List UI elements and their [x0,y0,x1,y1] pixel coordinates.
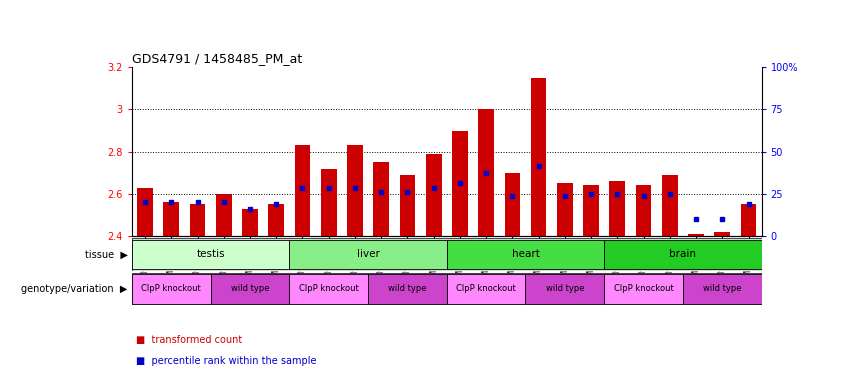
Text: ClpP knockout: ClpP knockout [614,285,673,293]
Bar [452,131,468,236]
Bar [216,194,231,236]
Bar [447,274,525,304]
Bar [268,205,284,236]
Bar [321,169,336,236]
Text: ClpP knockout: ClpP knockout [456,285,516,293]
Bar [526,274,604,304]
Text: GDS4791 / 1458485_PM_at: GDS4791 / 1458485_PM_at [132,51,302,65]
Bar [294,146,311,236]
Bar [714,232,730,236]
Bar [132,274,211,304]
Bar [137,188,153,236]
Text: ■  transformed count: ■ transformed count [136,335,243,345]
Bar [609,181,625,236]
Bar [583,185,599,236]
Text: ClpP knockout: ClpP knockout [141,285,201,293]
Bar [163,202,179,236]
Bar [478,109,494,236]
Bar [368,274,447,304]
Bar [289,274,368,304]
Bar [289,240,447,269]
Text: ClpP knockout: ClpP knockout [299,285,358,293]
Bar [636,185,651,236]
Bar [347,146,363,236]
Text: ■  percentile rank within the sample: ■ percentile rank within the sample [136,356,317,366]
Bar [447,240,604,269]
Text: heart: heart [511,249,540,260]
Bar [374,162,389,236]
Bar [531,78,546,236]
Bar [557,184,573,236]
Text: wild type: wild type [703,285,741,293]
Text: wild type: wild type [545,285,584,293]
Bar [683,274,762,304]
Bar [243,209,258,236]
Text: liver: liver [357,249,380,260]
Text: wild type: wild type [388,285,426,293]
Text: testis: testis [197,249,225,260]
Bar [211,274,289,304]
Bar [740,205,757,236]
Bar [604,274,683,304]
Bar [662,175,677,236]
Bar [505,173,520,236]
Bar [604,240,762,269]
Bar [190,205,205,236]
Bar [688,234,704,236]
Text: brain: brain [670,249,696,260]
Text: genotype/variation  ▶: genotype/variation ▶ [21,284,128,294]
Text: tissue  ▶: tissue ▶ [85,249,128,260]
Bar [426,154,442,236]
Bar [132,240,289,269]
Text: wild type: wild type [231,285,269,293]
Bar [400,175,415,236]
